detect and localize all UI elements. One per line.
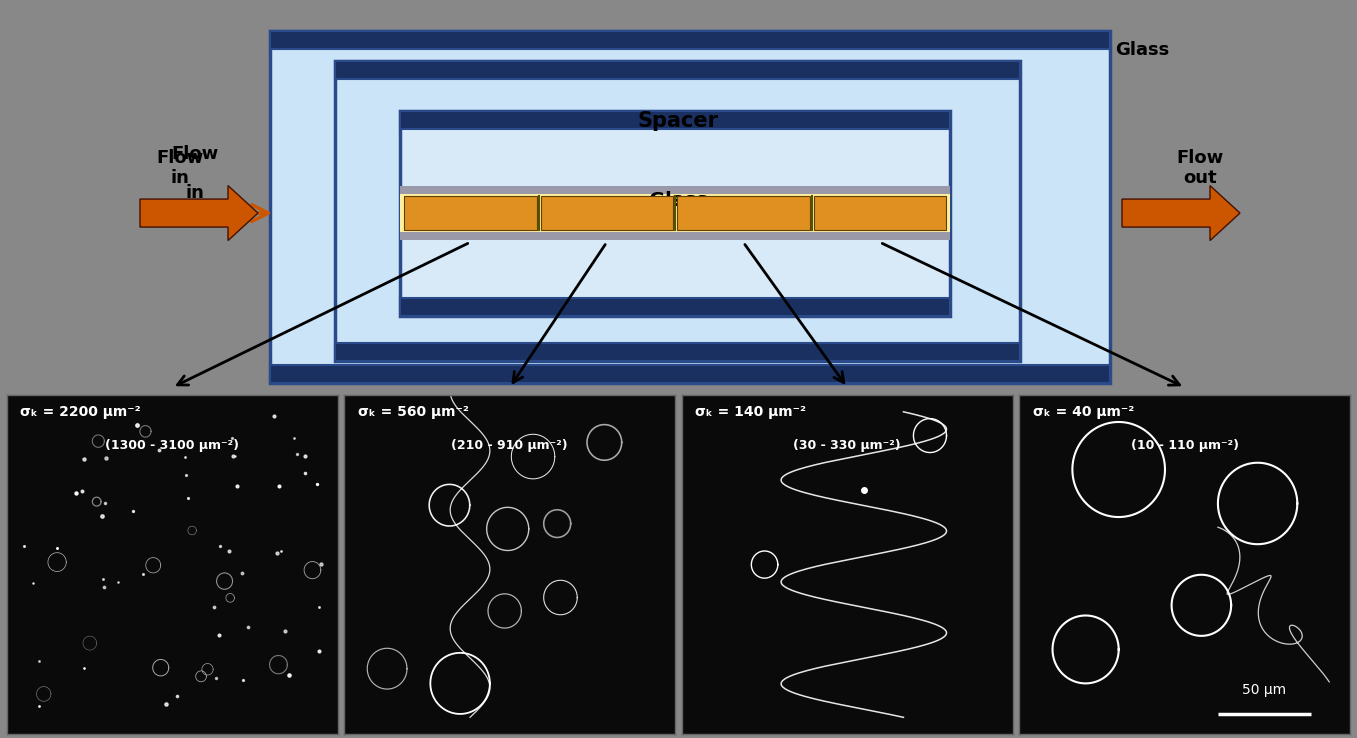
Text: 50 μm: 50 μm [1242, 683, 1286, 697]
Bar [400, 297, 950, 316]
Bar [400, 194, 950, 232]
Bar [270, 30, 1110, 382]
Bar [540, 196, 673, 230]
Text: Flow: Flow [171, 145, 218, 163]
Text: Spacer: Spacer [638, 111, 718, 131]
Text: Flow
in: Flow in [156, 148, 204, 187]
Text: Glass: Glass [649, 191, 707, 210]
Text: (1300 - 3100 μm⁻²): (1300 - 3100 μm⁻²) [106, 439, 239, 452]
Bar [335, 61, 1020, 361]
Bar [400, 186, 950, 194]
Bar [404, 196, 536, 230]
Bar [400, 111, 950, 316]
Bar [270, 365, 1110, 382]
Bar [335, 61, 1020, 78]
Text: Flow
out: Flow out [1177, 148, 1224, 187]
Text: (30 - 330 μm⁻²): (30 - 330 μm⁻²) [794, 439, 901, 452]
Text: σₖ = 140 μm⁻²: σₖ = 140 μm⁻² [695, 405, 806, 419]
Bar [400, 232, 950, 240]
Text: (210 - 910 μm⁻²): (210 - 910 μm⁻²) [452, 439, 569, 452]
Text: σₖ = 2200 μm⁻²: σₖ = 2200 μm⁻² [20, 405, 141, 419]
Text: Glass: Glass [1115, 41, 1170, 58]
Text: σₖ = 560 μm⁻²: σₖ = 560 μm⁻² [357, 405, 468, 419]
Bar [270, 30, 1110, 49]
Bar [813, 196, 946, 230]
Bar [400, 111, 950, 128]
Bar [677, 196, 810, 230]
FancyArrow shape [140, 185, 258, 241]
Text: in: in [186, 163, 205, 202]
Bar [335, 342, 1020, 361]
Text: σₖ = 40 μm⁻²: σₖ = 40 μm⁻² [1033, 405, 1134, 419]
FancyArrow shape [1122, 185, 1240, 241]
Text: (10 - 110 μm⁻²): (10 - 110 μm⁻²) [1130, 439, 1239, 452]
